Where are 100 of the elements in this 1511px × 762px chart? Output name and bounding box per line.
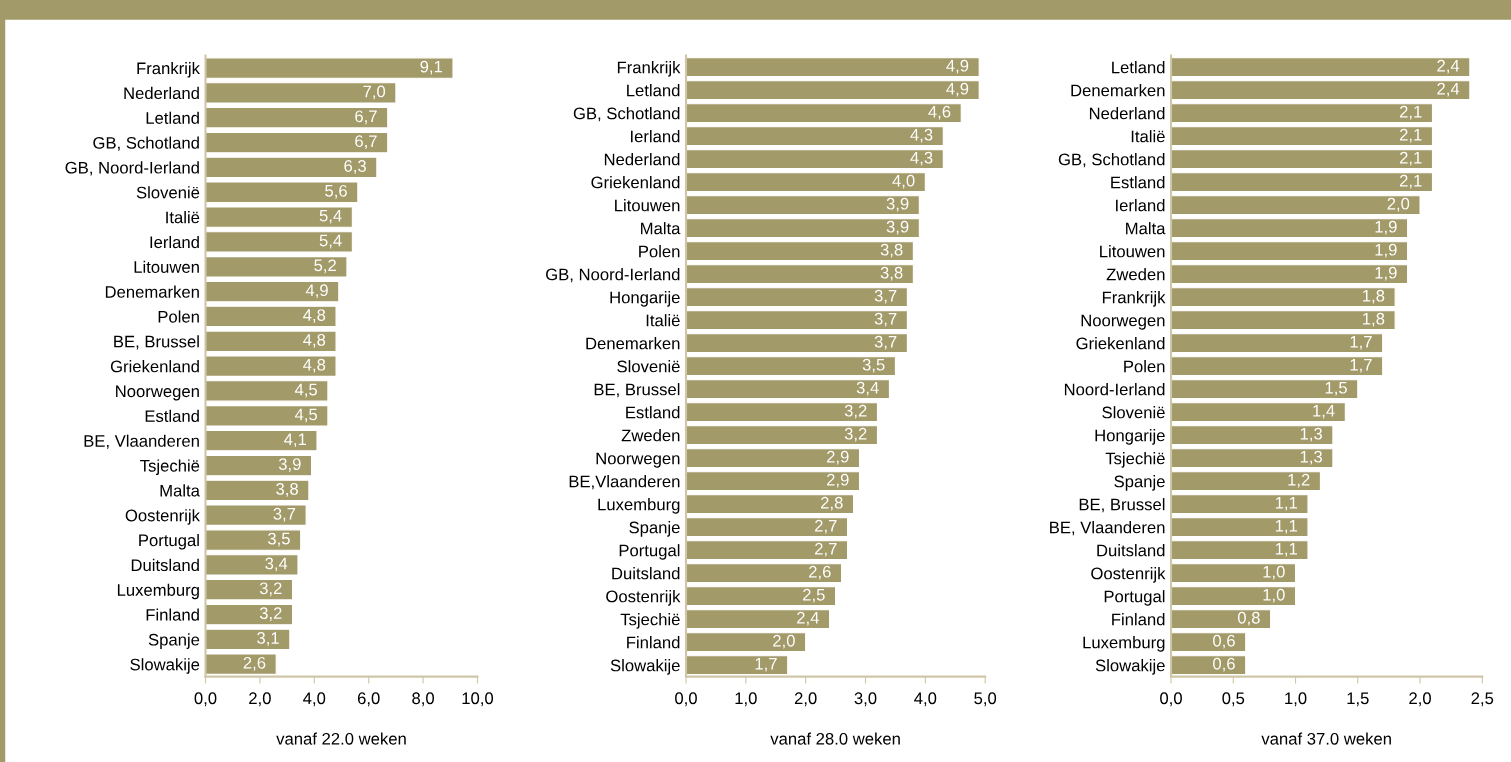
y-tick-label: Finland (627, 636, 680, 649)
data-label: 2,9 (827, 450, 849, 465)
y-tick-label: Slowakije (610, 659, 680, 675)
data-label: 4,1 (284, 433, 307, 448)
bar (685, 471, 861, 492)
x-tick-label: 0,0 (1160, 692, 1182, 707)
y-tick-label: Polen (158, 310, 199, 323)
y-tick-label: Hongarije (1095, 429, 1165, 445)
data-label: 2,0 (773, 634, 795, 649)
bar (205, 603, 294, 626)
x-tick-label: 4,0 (303, 692, 326, 707)
data-label: 0,8 (1237, 611, 1260, 626)
data-label: 1,8 (1363, 312, 1385, 327)
y-tick-label: Malta (1126, 222, 1166, 235)
bar (685, 517, 849, 538)
y-tick-label: Litouwen (134, 260, 199, 273)
data-label: 2,6 (243, 656, 266, 671)
bar (685, 241, 914, 262)
data-label: 1,7 (755, 658, 777, 672)
data-label: 2,9 (827, 473, 849, 488)
bar (685, 356, 896, 377)
y-tick-label: BE, Vlaanderen (1050, 521, 1165, 536)
data-label: 1,8 (1363, 289, 1385, 304)
bar (205, 305, 337, 328)
y-tick-label: Griekenland (591, 176, 680, 189)
bar (1171, 241, 1409, 262)
y-tick-label: Italië (1131, 130, 1165, 143)
y-tick-label: Finland (146, 608, 199, 621)
y-tick-label: Spanje (629, 521, 680, 537)
data-label: 6,3 (344, 160, 366, 174)
bar (205, 131, 389, 154)
y-tick-label: Polen (1124, 360, 1165, 373)
y-tick-label: Oostenrijk (125, 509, 200, 525)
data-label: 4,3 (910, 128, 933, 143)
bar (685, 632, 807, 653)
data-label: 1,1 (1275, 542, 1297, 557)
bar (1171, 149, 1434, 170)
data-label: 3,2 (844, 404, 867, 419)
data-label: 3,4 (265, 557, 288, 572)
bar (1171, 448, 1334, 469)
y-tick-label: Estland (145, 409, 199, 423)
y-tick-label: Letland (146, 111, 199, 124)
x-tick-label: 10,0 (462, 692, 494, 707)
data-label: 1,0 (1263, 588, 1285, 603)
data-label: 2,1 (1399, 174, 1422, 189)
y-tick-label: Ierland (1116, 199, 1165, 212)
y-tick-label: Zweden (1106, 268, 1165, 281)
data-label: 4,9 (946, 59, 969, 74)
x-tick-label: 2,5 (1471, 692, 1494, 707)
bar (685, 494, 855, 515)
data-label: 2,7 (815, 519, 837, 534)
data-label: 5,4 (319, 234, 342, 249)
x-tick-label: 2,0 (249, 692, 271, 707)
y-tick-label: Letland (1112, 61, 1165, 74)
x-tick-label: 1,5 (1347, 692, 1369, 707)
data-label: 1,9 (1375, 266, 1397, 281)
data-label: 3,8 (276, 483, 298, 497)
bar (1171, 287, 1396, 308)
data-label: 4,9 (946, 82, 969, 97)
data-label: 1,0 (1263, 565, 1285, 580)
y-tick-label: BE, Brussel (114, 335, 199, 350)
y-tick-label: GB, Schotland (93, 136, 199, 151)
data-label: 2,4 (1437, 82, 1460, 97)
bar (1171, 517, 1309, 538)
bar (205, 82, 397, 104)
bar (1171, 586, 1297, 607)
bar (205, 529, 302, 551)
data-label: 9,1 (420, 60, 443, 75)
data-label: 3,4 (856, 381, 879, 396)
data-label: 2,1 (1399, 105, 1422, 120)
bar (205, 554, 299, 576)
bar (685, 333, 908, 354)
y-tick-label: Noorwegen (1081, 314, 1165, 330)
bar (685, 655, 789, 676)
data-label: 1,4 (1313, 404, 1335, 419)
y-tick-label: BE,Vlaanderen (569, 475, 680, 490)
data-label: 5,6 (325, 184, 347, 199)
y-tick-label: Malta (641, 222, 681, 235)
y-tick-label: Zweden (621, 429, 680, 442)
bar (1171, 655, 1247, 676)
data-label: 4,5 (294, 408, 318, 423)
y-tick-label: Spanje (1114, 475, 1165, 491)
y-tick-label: Slowakije (1095, 659, 1165, 675)
bar (205, 330, 337, 353)
data-label: 3,2 (259, 582, 282, 597)
bar (205, 156, 378, 179)
bar (205, 454, 313, 477)
data-label: 4,8 (303, 333, 326, 348)
x-tick-label: 5,0 (974, 692, 997, 707)
y-tick-label: GB, Schotland (1058, 153, 1165, 168)
bar (1171, 494, 1309, 515)
data-label: 1,9 (1375, 220, 1397, 235)
data-label: 7,0 (363, 85, 386, 100)
bar (205, 206, 353, 228)
y-tick-label: BE, Brussel (1079, 498, 1165, 513)
bar (1171, 402, 1346, 423)
bar (1171, 103, 1434, 124)
y-tick-label: Ierland (150, 235, 199, 249)
bar (1171, 126, 1434, 147)
data-label: 4,5 (294, 383, 318, 398)
